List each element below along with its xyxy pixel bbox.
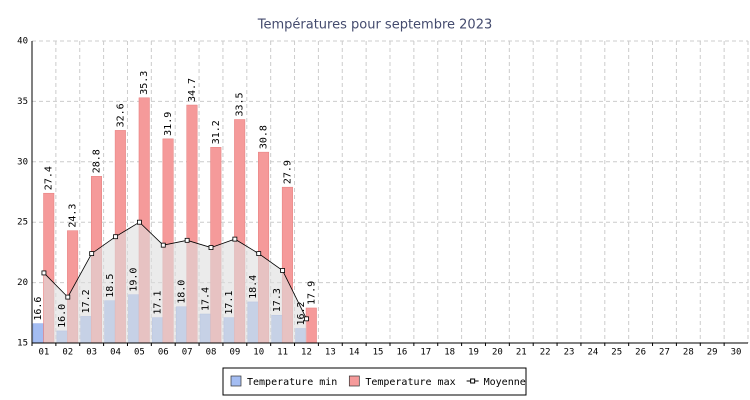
line-marker xyxy=(280,268,286,273)
y-tick-label: 25 xyxy=(17,218,28,228)
y-tick-label: 40 xyxy=(17,37,28,47)
x-tick-label: 29 xyxy=(707,348,718,358)
x-tick-label: 15 xyxy=(373,348,384,358)
x-tick-label: 05 xyxy=(134,348,145,358)
x-tick-label: 03 xyxy=(86,348,97,358)
data-label: 17.4 xyxy=(200,287,211,311)
line-marker xyxy=(304,316,309,322)
x-tick-label: 07 xyxy=(182,348,193,358)
line xyxy=(43,221,307,320)
x-tick-label: 27 xyxy=(659,348,670,358)
legend-label: Temperature min xyxy=(247,377,337,388)
data-label: 31.2 xyxy=(211,120,222,144)
data-label: 16.6 xyxy=(33,297,44,321)
line-marker xyxy=(184,237,190,243)
data-label: 18.4 xyxy=(248,275,259,299)
x-tick-label: 25 xyxy=(611,348,622,358)
x-tick-label: 17 xyxy=(420,348,431,358)
data-label: 33.5 xyxy=(235,92,246,116)
line-marker xyxy=(232,236,238,242)
line-marker xyxy=(208,245,214,250)
y-tick-label: 15 xyxy=(17,339,28,349)
x-tick-label: 01 xyxy=(39,348,50,358)
x-tick-label: 14 xyxy=(349,348,360,358)
data-label: 18.0 xyxy=(176,280,187,304)
legend-label: Temperature max xyxy=(365,377,455,388)
legend-swatch xyxy=(230,375,242,387)
data-label: 17.3 xyxy=(272,288,283,312)
x-tick-label: 08 xyxy=(206,348,217,358)
y-tick-label: 35 xyxy=(17,97,28,107)
x-tick-label: 09 xyxy=(229,348,240,358)
x-tick-label: 26 xyxy=(635,348,646,358)
line-area xyxy=(43,222,307,343)
x-tick-label: 12 xyxy=(301,348,312,358)
x-tick-label: 23 xyxy=(564,348,575,358)
y-tick-label: 30 xyxy=(17,157,28,167)
legend-label: Moyenne xyxy=(484,377,526,388)
x-tick-label: 19 xyxy=(468,348,479,358)
x-tick-label: 02 xyxy=(62,348,73,358)
data-label: 34.7 xyxy=(187,78,198,102)
data-label: 17.9 xyxy=(306,281,317,305)
line-marker xyxy=(65,294,71,300)
data-label: 17.1 xyxy=(224,291,235,315)
x-tick-label: 18 xyxy=(444,348,455,358)
x-tick-label: 30 xyxy=(731,348,742,358)
data-label: 27.4 xyxy=(44,166,55,190)
data-label: 17.1 xyxy=(153,291,164,315)
x-tick-label: 10 xyxy=(253,348,264,358)
chart-title: Températures pour septembre 2023 xyxy=(257,18,492,33)
line-marker xyxy=(160,242,166,248)
bar xyxy=(32,323,44,344)
x-tick-label: 16 xyxy=(397,348,408,358)
data-label: 18.5 xyxy=(105,274,116,298)
y-tick-label: 20 xyxy=(17,278,28,288)
x-tick-label: 04 xyxy=(110,348,121,358)
legend-swatch xyxy=(348,375,360,387)
x-tick-label: 06 xyxy=(158,348,169,358)
x-tick-label: 24 xyxy=(587,348,598,358)
line-marker xyxy=(41,270,47,276)
legend-swatch-marker xyxy=(470,378,476,384)
data-label: 19.0 xyxy=(129,268,140,292)
data-label: 28.8 xyxy=(91,149,102,173)
x-tick-label: 21 xyxy=(516,348,527,358)
line-marker xyxy=(89,251,95,257)
data-label: 24.3 xyxy=(68,204,79,228)
data-label: 16.0 xyxy=(57,304,68,328)
data-label: 17.2 xyxy=(81,289,92,313)
line-marker xyxy=(113,234,118,240)
data-label: 32.6 xyxy=(115,103,126,127)
data-label: 31.9 xyxy=(163,112,174,136)
x-tick-label: 11 xyxy=(277,348,288,358)
x-tick-label: 13 xyxy=(325,348,336,358)
x-tick-label: 22 xyxy=(540,348,551,358)
x-tick-label: 28 xyxy=(683,348,694,358)
line-marker xyxy=(136,219,142,225)
data-label: 35.3 xyxy=(139,71,150,95)
data-label: 16.2 xyxy=(296,301,307,325)
line-marker xyxy=(256,251,262,257)
bar xyxy=(305,307,317,344)
x-tick-label: 20 xyxy=(492,348,503,358)
data-label: 27.9 xyxy=(282,160,293,184)
data-label: 30.8 xyxy=(259,125,270,149)
legend: Temperature min Temperature max Moyenne xyxy=(222,367,527,396)
